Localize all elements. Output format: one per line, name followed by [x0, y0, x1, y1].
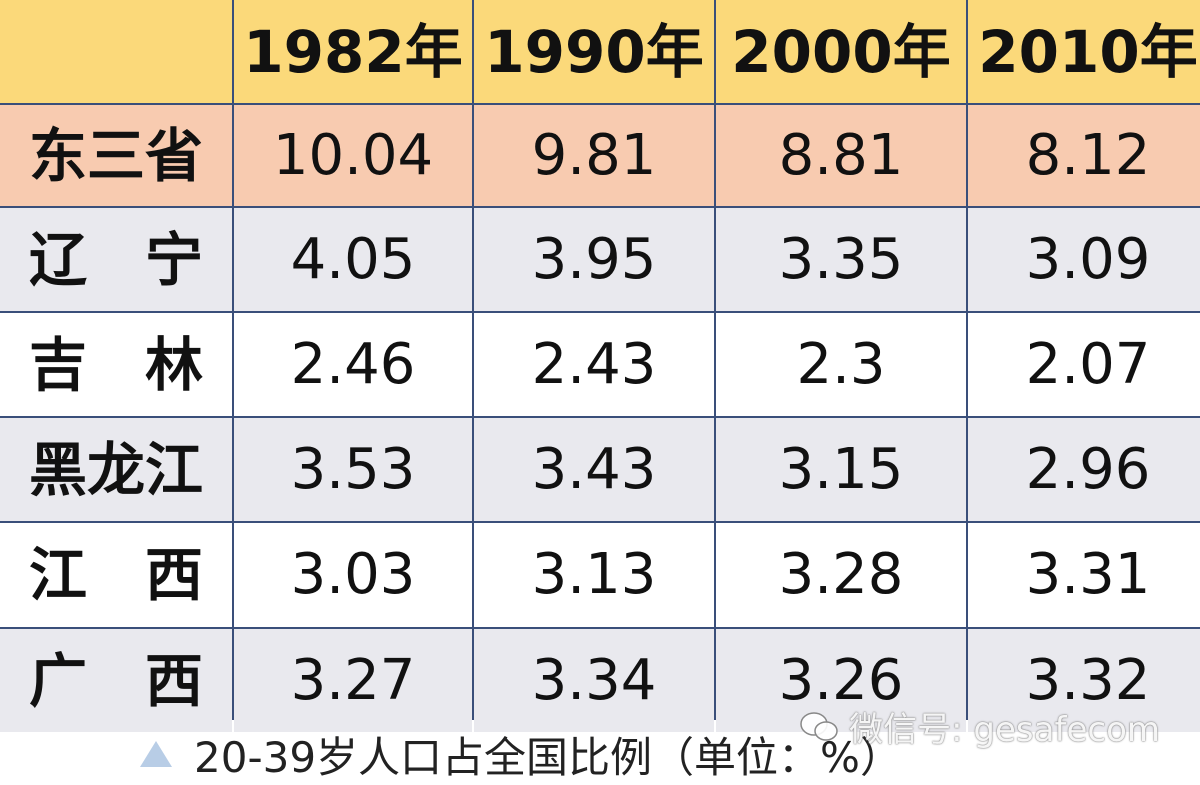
- table-cell: 4.05: [234, 208, 472, 311]
- table-cell: 3.27: [234, 629, 472, 732]
- table-cell: 2.43: [474, 313, 714, 416]
- table-cell: 3.95: [474, 208, 714, 311]
- row-label: 辽 宁: [0, 208, 232, 311]
- table-cell: 3.26: [716, 629, 966, 732]
- column-header: 2000年: [716, 0, 966, 103]
- table-cell: 3.09: [968, 208, 1200, 311]
- table-cell: 3.35: [716, 208, 966, 311]
- table-cell: 2.46: [234, 313, 472, 416]
- table-cell: 3.15: [716, 418, 966, 521]
- table-cell: 2.07: [968, 313, 1200, 416]
- table-cell: 2.96: [968, 418, 1200, 521]
- table-caption: 20-39岁人口占全国比例（单位：%）: [140, 728, 902, 782]
- table-cell: 3.31: [968, 523, 1200, 627]
- column-header: 1982年: [234, 0, 472, 103]
- column-header: 2010年: [968, 0, 1200, 103]
- header-corner: [0, 0, 232, 103]
- table-cell: 3.13: [474, 523, 714, 627]
- row-label: 江 西: [0, 523, 232, 627]
- table-cell: 3.34: [474, 629, 714, 732]
- table-cell: 2.3: [716, 313, 966, 416]
- table-cell: 8.12: [968, 105, 1200, 206]
- table-cell: 9.81: [474, 105, 714, 206]
- caption-text: 20-39岁人口占全国比例（单位：%）: [194, 732, 902, 782]
- column-header: 1990年: [474, 0, 714, 103]
- table-cell: 3.32: [968, 629, 1200, 732]
- row-label: 吉 林: [0, 313, 232, 416]
- watermark: 微信号: gesafecom: [799, 702, 1160, 751]
- table-cell: 10.04: [234, 105, 472, 206]
- row-label: 广 西: [0, 629, 232, 732]
- triangle-icon: [140, 741, 172, 767]
- table-cell: 3.03: [234, 523, 472, 627]
- table-cell: 8.81: [716, 105, 966, 206]
- row-label: 黑龙江: [0, 418, 232, 521]
- row-label: 东三省: [0, 105, 232, 206]
- wechat-icon: [799, 710, 839, 744]
- watermark-text: 微信号: gesafecom: [849, 710, 1160, 750]
- table-cell: 3.28: [716, 523, 966, 627]
- data-table: 1982年 1990年 2000年 2010年东三省 10.04 9.81 8.81 8.12…: [0, 0, 1200, 732]
- table-cell: 3.43: [474, 418, 714, 521]
- table-cell: 3.53: [234, 418, 472, 521]
